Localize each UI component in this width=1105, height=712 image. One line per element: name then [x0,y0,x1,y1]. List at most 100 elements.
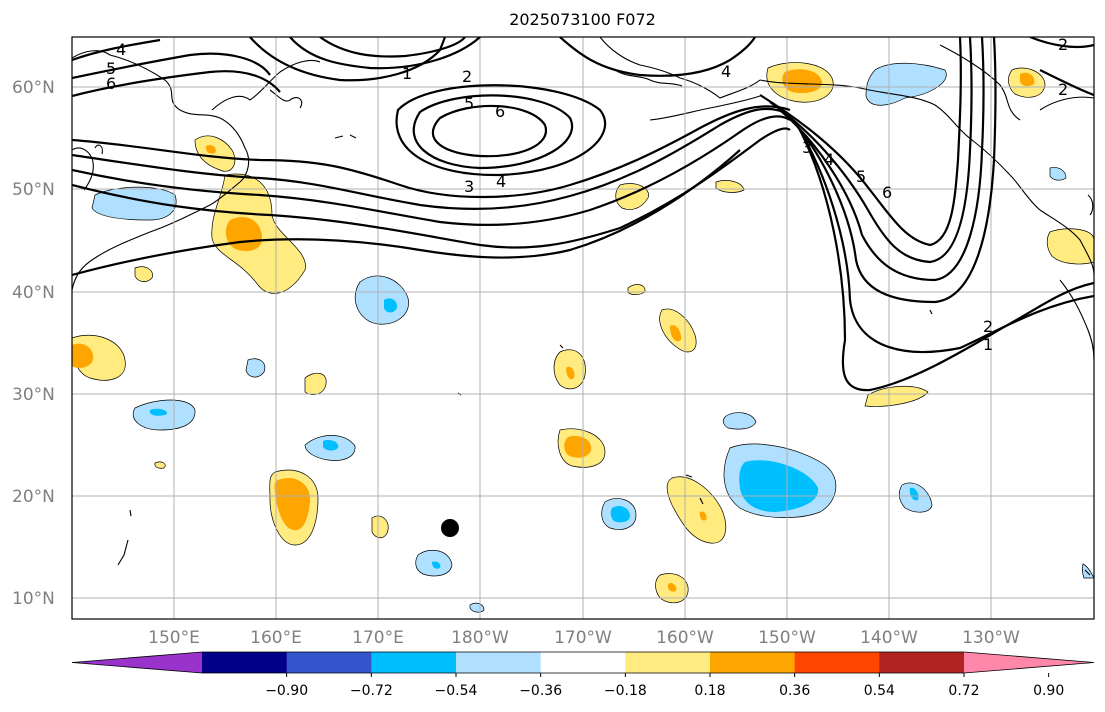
colorbar-tick-label: −0.18 [604,683,647,699]
svg-text:1: 1 [402,64,412,83]
lat-label: 60°N [12,78,55,98]
svg-text:2: 2 [462,67,472,86]
lat-label: 50°N [12,180,55,200]
positive-anomaly-region [1046,228,1094,265]
negative-anomaly-core [610,505,630,523]
svg-text:6: 6 [882,183,892,202]
positive-anomaly-region [371,515,389,539]
positive-anomaly-core [72,343,94,368]
positive-anomaly-core [274,477,311,531]
colorbar-segment [879,652,965,673]
svg-text:4: 4 [496,172,506,191]
map-border [71,36,1095,620]
negative-anomaly-region [132,399,196,431]
colorbar-segment [710,652,796,673]
positive-anomaly-core [699,511,707,521]
negative-anomaly-core [150,408,168,416]
lon-label: 140°W [860,628,918,648]
svg-text:4: 4 [824,150,834,169]
anomaly-shading [72,62,1094,613]
colorbar-tick-label: −0.54 [435,683,478,699]
positive-anomaly-core [205,145,216,154]
positive-anomaly-core [566,366,575,380]
positive-anomaly-core [670,325,682,342]
contour-lines [72,37,1094,392]
storm-marker [441,519,459,537]
lat-label: 20°N [12,487,55,507]
colorbar-tick-label: 0.72 [948,683,979,699]
colorbar-segment [625,652,711,673]
svg-text:2: 2 [983,317,993,336]
lon-label: 150°W [758,628,816,648]
colorbar-tick-label: 0.54 [864,683,895,699]
svg-text:6: 6 [106,74,116,93]
svg-text:2: 2 [1058,35,1068,54]
colorbar-extend-high [964,652,1094,673]
colorbar-tick-label: −0.90 [265,683,308,699]
negative-anomaly-region [1081,563,1094,579]
lon-label: 130°W [962,628,1020,648]
colorbar-tick-label: −0.72 [350,683,393,699]
svg-text:5: 5 [106,59,116,78]
svg-text:5: 5 [856,167,866,186]
negative-anomaly-region [722,412,757,430]
svg-text:1: 1 [983,335,993,354]
colorbar-extend-low [72,652,202,673]
svg-text:3: 3 [802,138,812,157]
lon-label: 160°W [656,628,714,648]
lon-label: 150°E [148,628,200,648]
lon-label: 160°E [250,628,302,648]
coastlines [72,37,1094,576]
colorbar-tick-label: 0.90 [1033,683,1064,699]
map-title: 2025073100 F072 [509,10,656,29]
svg-text:5: 5 [464,94,474,113]
negative-anomaly-core [323,439,339,451]
longitude-labels: 150°E 160°E 170°E 180°W 170°W 160°W 150°… [148,628,1020,648]
positive-anomaly-core [667,583,677,592]
lat-label: 10°N [12,589,55,609]
negative-anomaly-region [245,358,266,378]
positive-anomaly-region [864,385,929,407]
contour-labels: 4 5 6 1 2 5 6 3 4 4 3 4 5 6 2 2 2 1 [106,35,1068,354]
svg-text:4: 4 [116,40,126,59]
lat-label: 40°N [12,283,55,303]
lon-label: 170°W [554,628,612,648]
svg-text:3: 3 [464,177,474,196]
lat-label: 30°N [12,385,55,405]
colorbar-outline [71,651,1095,674]
colorbar-tick-label: −0.36 [519,683,562,699]
negative-anomaly-region [354,275,409,325]
positive-anomaly-region [666,476,727,544]
colorbar-segment [540,652,626,673]
svg-text:4: 4 [721,62,731,81]
colorbar-tick-label: 0.36 [779,683,810,699]
svg-text:2: 2 [1058,80,1068,99]
positive-anomaly-region [194,135,236,172]
latitude-labels: 60°N 50°N 40°N 30°N 20°N 10°N [12,78,55,609]
colorbar-segment [794,652,880,673]
negative-anomaly-core [384,298,398,313]
colorbar-segment [202,652,288,673]
lon-label: 180°W [451,628,509,648]
colorbar-segment [371,652,457,673]
negative-anomaly-region [1049,167,1067,181]
positive-anomaly-region [134,266,153,282]
lon-label: 170°E [352,628,404,648]
positive-anomaly-region [627,284,646,295]
negative-anomaly-core [739,460,819,512]
positive-anomaly-core [564,435,592,458]
positive-anomaly-region [154,461,166,469]
map-content: 4 5 6 1 2 5 6 3 4 4 3 4 5 6 2 2 2 1 [72,35,1094,619]
positive-anomaly-core [1020,72,1035,87]
negative-anomaly-region [865,62,947,106]
colorbar-labels: −0.90 −0.72 −0.54 −0.36 −0.18 0.18 0.36 0.54 0.7… [265,673,1064,699]
colorbar [71,651,1095,674]
graticule [72,37,1094,619]
colorbar-tick-label: 0.18 [694,683,725,699]
negative-anomaly-core [909,487,919,501]
colorbar-segment [286,652,372,673]
negative-anomaly-core [432,561,441,569]
colorbar-segment [456,652,542,673]
svg-text:6: 6 [495,102,505,121]
